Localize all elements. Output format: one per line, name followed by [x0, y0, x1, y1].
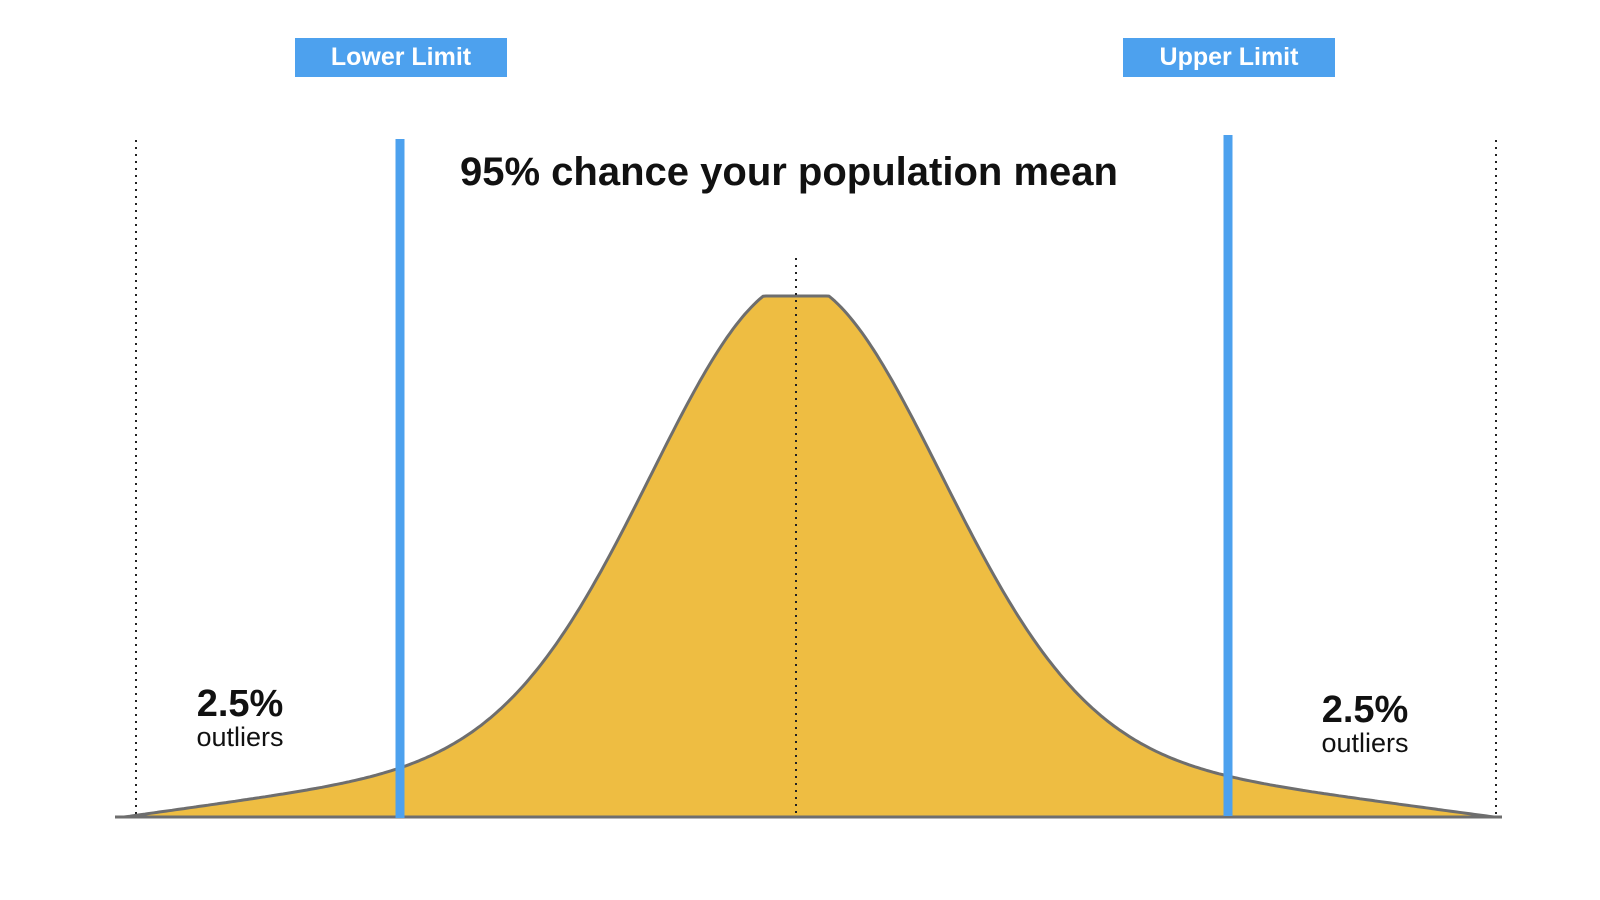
interval-headline: 95% chance your population mean — [460, 150, 1118, 194]
right-tail-annotation: 2.5% outliers — [1290, 691, 1440, 757]
lower-limit-label: Lower Limit — [295, 38, 507, 77]
left-tail-caption: outliers — [196, 722, 284, 752]
bell-curve — [122, 294, 1496, 819]
left-tail-percent: 2.5% — [196, 683, 284, 725]
right-tail-caption: outliers — [1321, 728, 1409, 758]
right-tail-percent: 2.5% — [1321, 689, 1409, 731]
upper-limit-label: Upper Limit — [1123, 38, 1335, 77]
left-tail-annotation: 2.5% outliers — [165, 685, 315, 751]
